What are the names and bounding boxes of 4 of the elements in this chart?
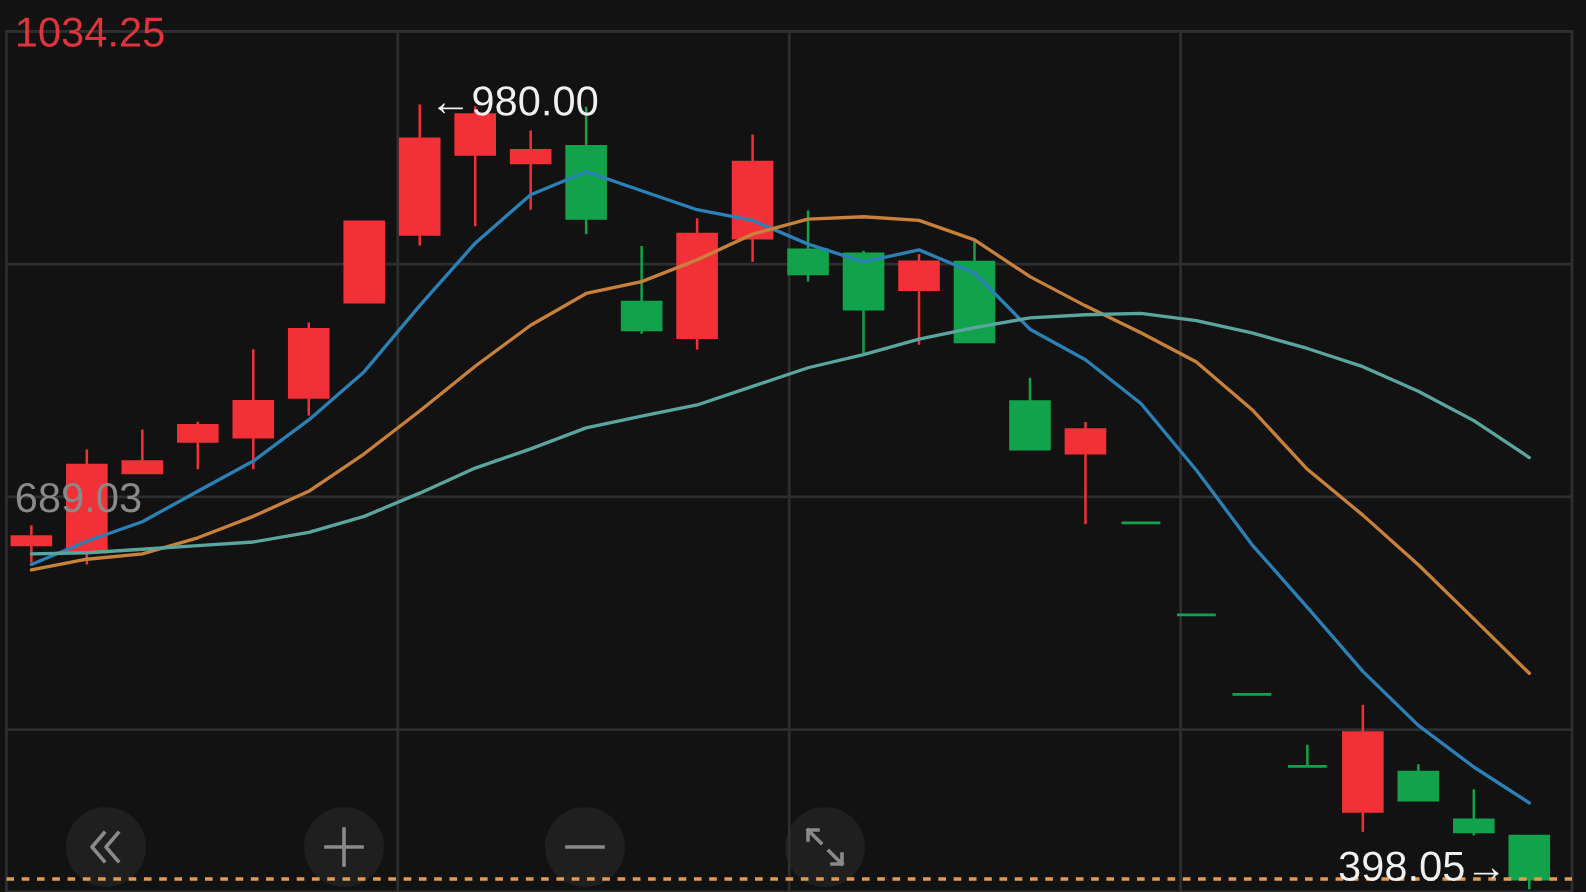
y-tick-label: 1034.25: [17, 17, 164, 47]
candlestick: [1286, 743, 1329, 768]
annotation: 398.05→: [1339, 851, 1499, 881]
annotation: ←980.00: [438, 86, 598, 116]
